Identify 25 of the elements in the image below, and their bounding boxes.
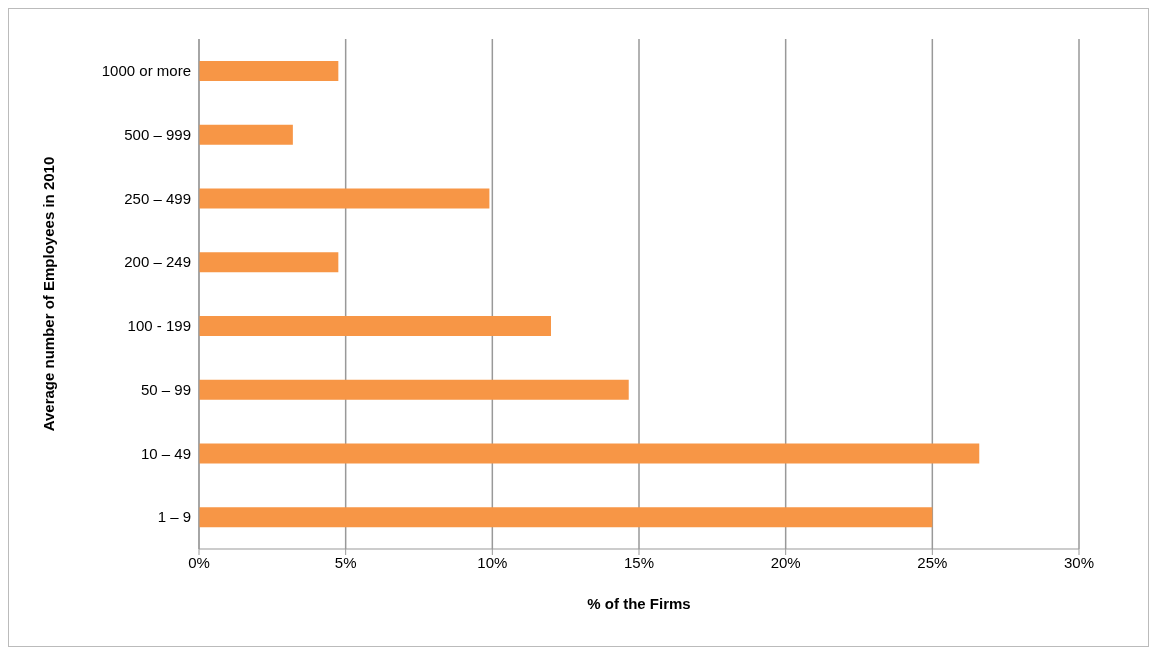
bar xyxy=(199,252,339,273)
bar xyxy=(199,443,980,464)
y-tick-label: 200 – 249 xyxy=(124,253,191,271)
bar xyxy=(199,379,629,400)
bar xyxy=(199,316,551,336)
x-tick-label: 30% xyxy=(1063,553,1095,571)
y-tick-label: 1000 or more xyxy=(101,62,191,80)
bar xyxy=(199,188,490,209)
x-tick-label: 25% xyxy=(917,553,948,571)
y-tick-label: 250 – 499 xyxy=(124,189,191,207)
x-tick-label: 5% xyxy=(334,553,357,571)
bar xyxy=(199,61,339,81)
x-tick-label: 10% xyxy=(477,553,508,571)
y-tick-label: 1 – 9 xyxy=(157,508,191,526)
y-tick-label: 10 – 49 xyxy=(140,444,191,462)
y-axis-title: Average number of Employees in 2010 xyxy=(40,156,58,432)
y-tick-label: 50 – 99 xyxy=(140,380,191,398)
x-tick-label: 15% xyxy=(623,553,655,571)
x-tick-label: 0% xyxy=(188,553,210,571)
y-tick-label: 500 – 999 xyxy=(124,125,191,143)
bar xyxy=(199,124,293,145)
x-axis-title: % of the Firms xyxy=(587,595,691,612)
x-tick-label: 20% xyxy=(770,553,801,571)
y-tick-label: 100 - 199 xyxy=(127,317,191,335)
bar xyxy=(199,507,933,528)
